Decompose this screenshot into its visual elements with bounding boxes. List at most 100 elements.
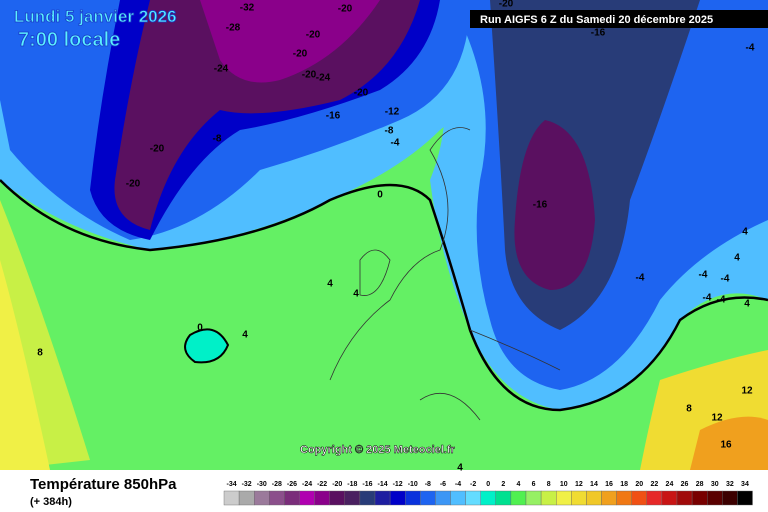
contour-label: -4	[721, 274, 730, 285]
legend-tick: -18	[347, 481, 357, 488]
legend-tick: -8	[425, 481, 431, 488]
legend-swatch	[691, 490, 708, 506]
contour-label: -4	[703, 293, 712, 304]
contour-label: -8	[385, 126, 394, 137]
legend-tick: -12	[393, 481, 403, 488]
legend-swatch	[601, 490, 617, 506]
legend-tick: -14	[377, 481, 387, 488]
legend-swatch	[465, 490, 481, 506]
legend-swatch	[556, 490, 572, 506]
legend-swatch	[405, 490, 421, 506]
legend-tick: 0	[486, 481, 490, 488]
copyright: Copyright © 2025 Meteociel.fr	[300, 444, 456, 456]
contour-label: 8	[686, 404, 692, 415]
contour-label: -16	[326, 111, 341, 122]
legend-tick: -10	[408, 481, 418, 488]
legend-tick: 4	[516, 481, 520, 488]
legend-tick: 8	[547, 481, 551, 488]
legend-swatch	[571, 490, 587, 506]
legend-tick: 30	[711, 481, 719, 488]
contour-label: -28	[226, 23, 241, 34]
legend-tick: 16	[605, 481, 613, 488]
contour-label: -4	[699, 270, 708, 281]
legend-tick: -20	[332, 481, 342, 488]
legend-swatch	[540, 490, 557, 506]
run-banner	[470, 10, 768, 28]
contour-label: -24	[214, 64, 229, 75]
contour-label: -12	[385, 107, 400, 118]
cold-core	[114, 0, 420, 230]
legend-swatch	[374, 490, 391, 506]
cold-core	[514, 120, 595, 290]
contour-label: -20	[306, 30, 321, 41]
contour-label: 4	[327, 279, 333, 290]
legend-tick: 26	[681, 481, 689, 488]
contour-label: 12	[741, 386, 753, 397]
contour-label: -4	[746, 43, 755, 54]
contour-label: -8	[213, 134, 222, 145]
contour-label: -4	[391, 138, 400, 149]
legend-swatch	[253, 490, 270, 506]
legend-swatch	[646, 490, 663, 506]
cold-core	[200, 0, 380, 83]
contour-label: 0	[377, 190, 383, 201]
legend-swatch	[631, 490, 648, 506]
legend-swatch	[223, 490, 240, 506]
contour-label: 4	[734, 253, 740, 264]
contour-label: 4	[242, 330, 248, 341]
legend-tick: -30	[257, 481, 267, 488]
legend-tick: 14	[590, 481, 598, 488]
warm-area	[0, 260, 50, 470]
legend-tick: -32	[242, 481, 252, 488]
legend-swatch	[269, 490, 285, 506]
contour-label: -20	[293, 49, 308, 60]
contour-label: -20	[354, 88, 369, 99]
legend-tick: 34	[741, 481, 749, 488]
contour-label: 12	[711, 413, 723, 424]
legend-swatch	[435, 490, 451, 506]
legend-tick: 18	[620, 481, 628, 488]
legend-tick: -4	[455, 481, 461, 488]
legend-tick: -24	[302, 481, 312, 488]
legend-tick: 2	[501, 481, 505, 488]
cold-pocket	[184, 328, 230, 364]
legend-swatch	[284, 490, 300, 506]
contour-label: 4	[742, 227, 748, 238]
legend-swatch	[586, 490, 602, 506]
legend-tick: -16	[362, 481, 372, 488]
time: 7:00 locale	[18, 29, 120, 51]
legend-swatch	[707, 490, 723, 506]
legend-swatch	[525, 490, 542, 506]
contour-label: -16	[533, 200, 548, 211]
legend-swatch	[344, 490, 361, 506]
contour-label: -24	[316, 73, 331, 84]
legend-swatch	[329, 490, 346, 506]
date: Lundi 5 janvier 2026	[14, 7, 177, 26]
legend-tick: -26	[287, 481, 297, 488]
legend-tick: 22	[650, 481, 658, 488]
legend-swatch	[510, 490, 527, 506]
legend-swatch	[389, 490, 406, 506]
legend-tick: 32	[726, 481, 734, 488]
legend-swatch	[676, 490, 693, 506]
contour-label: -20	[150, 144, 165, 155]
legend-swatch	[359, 490, 376, 506]
legend-tick: -2	[470, 481, 476, 488]
legend-tick: 28	[696, 481, 704, 488]
legend-swatch	[737, 490, 753, 506]
contour-label: -20	[338, 4, 353, 15]
contour-label: -20	[302, 70, 317, 81]
legend-tick: 12	[575, 481, 583, 488]
legend-tick: 24	[666, 481, 674, 488]
contour-label: -32	[240, 3, 255, 14]
legend-swatch	[722, 490, 738, 506]
legend-tick: 10	[560, 481, 568, 488]
legend-swatch	[495, 490, 512, 506]
legend-tick: -22	[317, 481, 327, 488]
legend-tick: -34	[226, 481, 236, 488]
legend-tick: 6	[532, 481, 536, 488]
legend-tick: 20	[635, 481, 643, 488]
contour-label: -4	[717, 295, 726, 306]
